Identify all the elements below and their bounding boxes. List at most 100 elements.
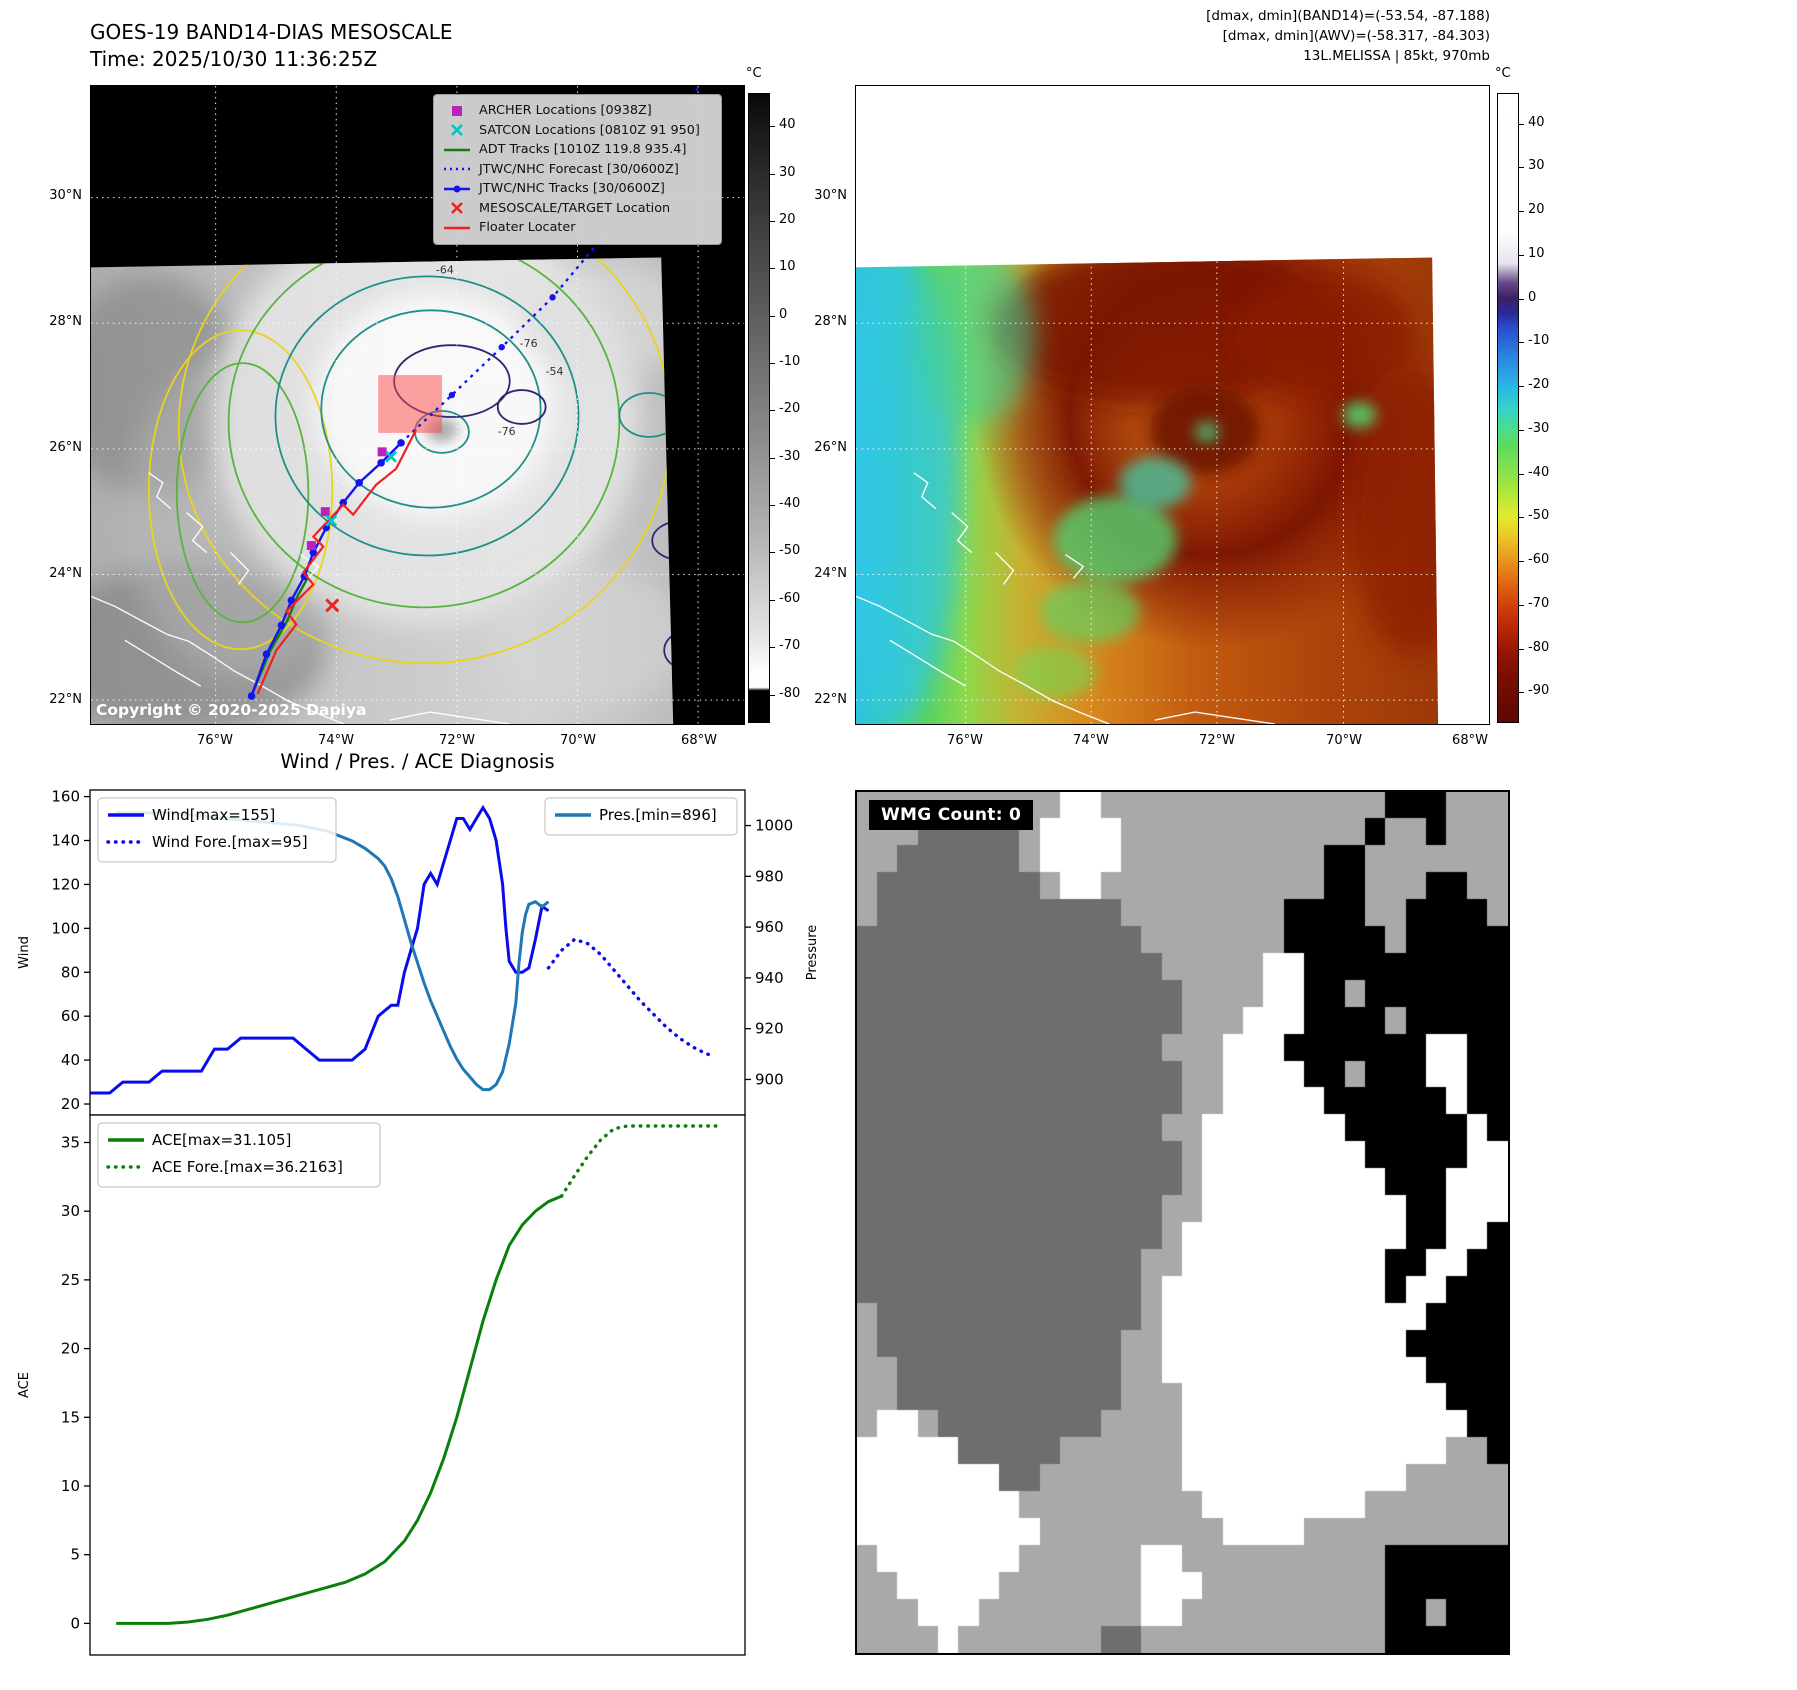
square-marker-icon [442, 104, 472, 118]
colorbar-tick-label: 0 [1528, 289, 1537, 305]
band14-time-label: Time: 2025/10/30 11:36:25Z [90, 47, 378, 71]
legend-item-label: JTWC/NHC Forecast [30/0600Z] [479, 161, 679, 177]
forecast-point [549, 294, 556, 301]
colorbar-tick-mark [770, 220, 775, 222]
y-tick-label: 100 [51, 919, 80, 937]
y-tick-label: 160 [51, 788, 80, 806]
colorbar-tick-label: -10 [1528, 333, 1550, 349]
awv-map-panel [855, 85, 1490, 725]
satcon-location-marker [325, 514, 338, 527]
lat-tick-label: 30°N [814, 188, 847, 203]
wind-pres-ace-charts: 204060801001201401609009209409609801000W… [17, 788, 820, 1656]
lat-tick-label: 22°N [49, 692, 82, 707]
colorbar-tick-mark [770, 552, 775, 554]
y-tick-label: 25 [61, 1271, 80, 1289]
lon-tick-label: 68°W [681, 733, 717, 748]
colorbar-tick-label: -20 [1528, 377, 1550, 393]
x-marker-icon [442, 123, 472, 137]
jtwc-track-point [262, 650, 271, 659]
y-tick-label: 0 [70, 1614, 80, 1632]
colorbar-tick-mark [770, 599, 775, 601]
archer-location-marker [306, 541, 316, 551]
jtwc-track-point [247, 692, 256, 700]
lon-tick-label: 74°W [318, 733, 354, 748]
colorbar-tick-label: 10 [1528, 245, 1545, 261]
y-tick-label: 940 [755, 969, 784, 987]
colorbar-tick-label: -90 [1528, 683, 1550, 699]
colorbar-tick-label: 10 [779, 259, 796, 275]
adt-track-line [250, 577, 309, 697]
series-line [546, 937, 714, 1058]
colorbar-tick-mark [770, 173, 775, 175]
colorbar-tick-mark [1519, 167, 1524, 169]
lat-tick-label: 24°N [814, 566, 847, 581]
y-tick-label: 900 [755, 1070, 784, 1088]
chart-legend-box [97, 797, 337, 863]
chart-legend-label: ACE Fore.[max=36.2163] [152, 1158, 343, 1176]
colorbar-tick-mark [1519, 386, 1524, 388]
lat-tick-label: 26°N [814, 440, 847, 455]
colorbar-tick-mark [770, 268, 775, 270]
legend-item-label: JTWC/NHC Tracks [30/0600Z] [479, 181, 665, 196]
colorbar-tick-label: -30 [779, 448, 801, 464]
chart-legend-box [97, 1122, 381, 1188]
legend-item-label: MESOSCALE/TARGET Location [479, 200, 671, 216]
legend-item: Floater Locater [442, 218, 713, 238]
colorbar-tick-mark [770, 457, 775, 459]
y-tick-label: 920 [755, 1020, 784, 1038]
y-tick-label: 980 [755, 867, 784, 885]
legend-item: SATCON Locations [0810Z 91 950] [442, 121, 713, 141]
lon-tick-label: 76°W [197, 733, 233, 748]
y-tick-label: 60 [61, 1007, 80, 1025]
awv-colorbar-unit: °C [1495, 66, 1511, 81]
archer-location-marker [320, 507, 330, 517]
lon-tick-label: 72°W [1199, 733, 1235, 748]
chart-legend-label: Pres.[min=896] [599, 806, 717, 824]
awv-colorbar [1497, 93, 1519, 723]
colorbar-tick-mark [770, 410, 775, 412]
colorbar-tick-label: -80 [1528, 639, 1550, 655]
jtwc-track-point [277, 621, 286, 630]
legend-item: ADT Tracks [1010Z 119.8 935.4] [442, 140, 713, 160]
chart-legend-label: Wind[max=155] [152, 806, 275, 824]
dmax-dmin-band14-label: [dmax, dmin](BAND14)=(-53.54, -87.188) [1206, 8, 1490, 24]
jtwc-track-point [397, 439, 405, 447]
lat-tick-label: 28°N [814, 314, 847, 329]
diagnosis-title: Wind / Pres. / ACE Diagnosis [280, 750, 555, 773]
series-line [90, 804, 550, 1095]
axis-label: Wind [17, 936, 32, 969]
legend-item: JTWC/NHC Forecast [30/0600Z] [442, 160, 713, 180]
y-tick-label: 30 [61, 1202, 80, 1220]
colorbar-tick-mark [1519, 692, 1524, 694]
y-tick-label: 120 [51, 875, 80, 893]
colorbar-tick-label: 40 [1528, 114, 1545, 130]
colorbar-tick-mark [1519, 298, 1524, 300]
y-tick-label: 5 [70, 1546, 80, 1564]
x-marker-icon [442, 201, 472, 215]
lat-tick-label: 24°N [49, 566, 82, 581]
colorbar-tick-label: -80 [779, 685, 801, 701]
y-tick-label: 960 [755, 918, 784, 936]
lat-tick-label: 26°N [49, 440, 82, 455]
storm-info-block: [dmax, dmin](BAND14)=(-53.54, -87.188) [… [1206, 6, 1490, 66]
jtwc-track-point [339, 498, 348, 507]
line-marker-icon [442, 221, 472, 235]
colorbar-tick-label: -70 [779, 638, 801, 654]
colorbar-tick-label: -20 [779, 401, 801, 417]
band14-title: GOES-19 BAND14-DIAS MESOSCALE [90, 20, 453, 44]
axis-label: Pressure [805, 925, 820, 981]
colorbar-tick-label: 20 [779, 211, 796, 227]
series-line [116, 1194, 563, 1625]
legend-item: ARCHER Locations [0938Z] [442, 101, 713, 121]
band14-map-panel: -64 -76 -76 -54 ARCHER Locations [0938Z] SAT… [90, 85, 745, 725]
line-dot-marker-icon [442, 182, 472, 196]
forecast-point [498, 343, 505, 351]
colorbar-tick-mark [1519, 342, 1524, 344]
line-marker-icon [442, 143, 472, 157]
jtwc-track-point [355, 478, 363, 487]
awv-satellite-image [856, 86, 1489, 724]
legend-item-label: Floater Locater [479, 220, 576, 235]
legend-item-label: ADT Tracks [1010Z 119.8 935.4] [479, 142, 687, 157]
archer-location-marker [377, 447, 387, 457]
lon-tick-label: 72°W [439, 733, 475, 748]
